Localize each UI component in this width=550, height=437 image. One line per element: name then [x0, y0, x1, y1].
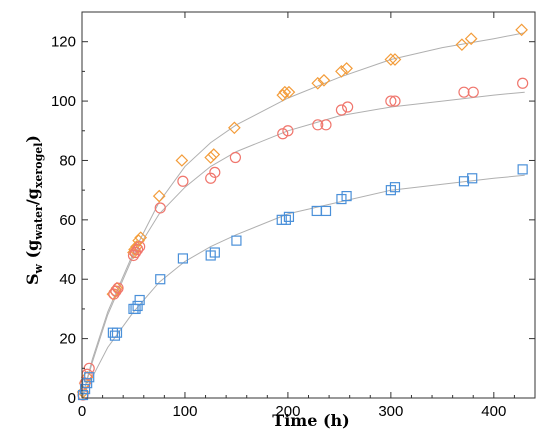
data-point-square [82, 378, 93, 389]
fit-line-0 [81, 32, 525, 399]
data-point-square [467, 173, 478, 184]
data-point-diamond [276, 88, 290, 102]
data-point-square [132, 300, 143, 312]
data-point-square [517, 164, 528, 175]
y-tick-label-2: 40 [59, 271, 76, 288]
x-tick-label-0: 0 [78, 403, 86, 420]
data-points [76, 23, 529, 401]
data-point-diamond [388, 53, 402, 66]
x-tick-label-1: 100 [172, 403, 197, 420]
data-point-circle [127, 249, 140, 262]
data-point-square [336, 193, 347, 205]
data-point-circle [458, 86, 470, 98]
data-point-square [84, 372, 95, 383]
data-point-diamond [132, 234, 145, 247]
data-point-circle [517, 77, 529, 89]
data-point-circle [312, 119, 324, 131]
data-point-diamond [228, 121, 241, 135]
data-point-diamond [278, 85, 292, 99]
y-tick-label-5: 100 [51, 93, 76, 110]
data-point-circle [112, 282, 124, 294]
data-point-circle [209, 166, 221, 178]
y-tick-label-6: 120 [51, 34, 76, 51]
data-point-diamond [515, 23, 528, 37]
data-point-square [283, 211, 295, 222]
data-point-circle [108, 288, 120, 300]
data-point-square [341, 190, 352, 202]
data-point-square [209, 247, 220, 258]
y-tick-label-4: 80 [59, 152, 76, 169]
x-tick-label-4: 400 [481, 403, 506, 420]
data-point-square [77, 389, 89, 401]
data-point-diamond [282, 85, 296, 99]
x-tick-label-3: 300 [378, 403, 403, 420]
data-point-diamond [384, 53, 398, 66]
data-point-diamond [207, 148, 221, 161]
series-square [77, 164, 528, 401]
data-point-circle [467, 86, 479, 98]
data-point-circle [205, 172, 217, 184]
data-point-circle [229, 151, 242, 164]
data-point-square [109, 330, 121, 341]
y-tick-label-1: 20 [59, 331, 76, 348]
data-point-circle [110, 285, 122, 297]
x-tick-label-2: 200 [275, 403, 300, 420]
y-tick-label-3: 60 [59, 212, 76, 229]
data-point-circle [389, 95, 401, 107]
data-point-circle [385, 95, 397, 107]
data-point-circle [342, 101, 354, 113]
data-point-diamond [340, 62, 353, 75]
data-point-square [231, 235, 242, 246]
data-point-circle [320, 119, 332, 131]
data-point-diamond [311, 76, 325, 90]
data-point-circle [154, 202, 166, 214]
x-axis: 0 100 200 300 400 [78, 12, 515, 420]
data-point-square [111, 327, 123, 338]
fit-line-2 [81, 174, 525, 399]
x-axis-title: Time (h) [272, 411, 349, 430]
data-point-square [389, 182, 401, 193]
data-point-square [458, 176, 470, 187]
data-point-diamond [335, 65, 348, 78]
data-point-circle [134, 240, 146, 253]
y-tick-label-0: 0 [68, 390, 76, 407]
series-diamond [76, 23, 528, 399]
data-point-diamond [317, 73, 331, 87]
data-point-diamond [464, 32, 478, 46]
y-axis: 0 20 40 60 80 100 120 [51, 34, 535, 407]
fit-curves [81, 32, 525, 399]
data-point-circle [129, 246, 142, 259]
plot-frame [81, 11, 536, 399]
data-point-diamond [204, 151, 218, 164]
data-point-circle [177, 175, 189, 187]
data-point-square [177, 253, 188, 264]
y-axis-title: Sw (gwater/gxerogel) [23, 135, 45, 285]
data-point-circle [335, 104, 348, 116]
data-point-square [320, 205, 332, 217]
fit-line-1 [81, 91, 525, 399]
data-point-diamond [134, 231, 148, 245]
data-point-circle [282, 125, 294, 137]
data-point-circle [131, 243, 144, 256]
data-point-square [155, 274, 166, 285]
data-point-square [280, 214, 291, 225]
data-point-diamond [80, 370, 94, 384]
data-point-diamond [455, 38, 469, 52]
data-point-square [134, 294, 145, 306]
data-point-diamond [152, 189, 166, 203]
data-point-square [79, 383, 91, 395]
data-point-diamond [175, 154, 189, 167]
